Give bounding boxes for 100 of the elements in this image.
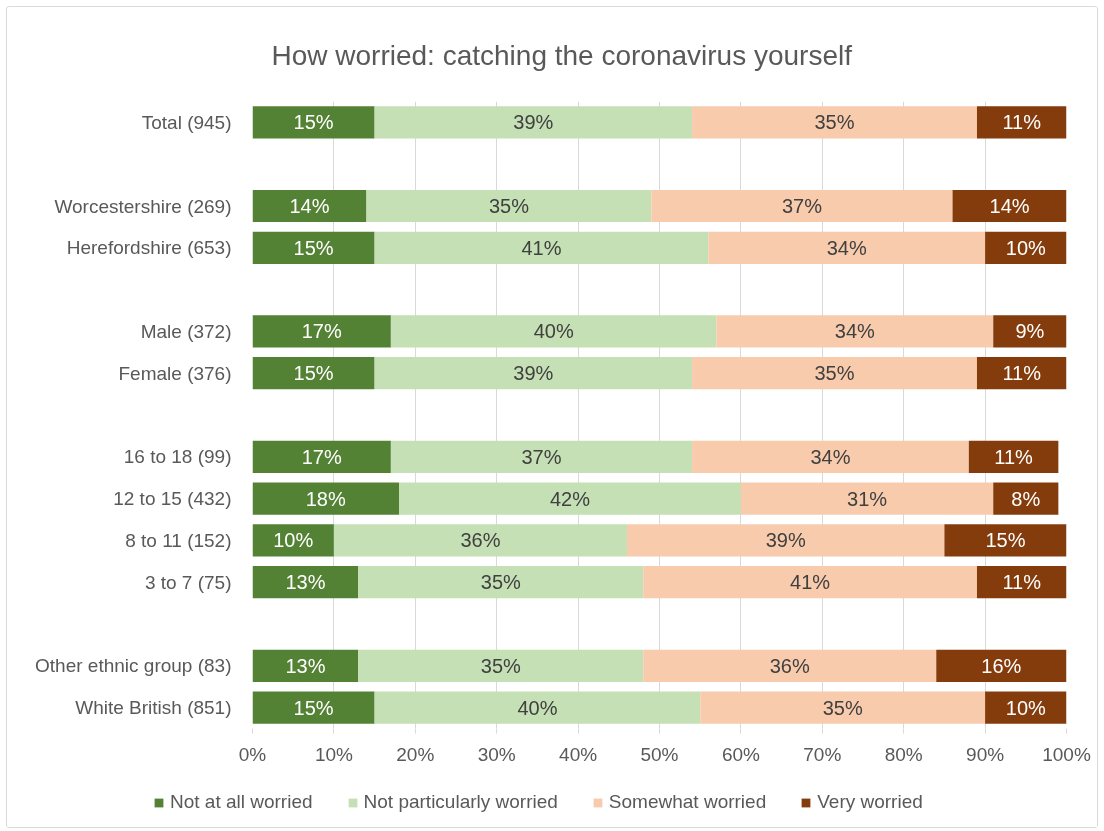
bar <box>390 315 717 348</box>
data-label: 17% <box>301 445 342 468</box>
data-label: 37% <box>781 195 823 217</box>
bar <box>374 231 709 264</box>
data-label: 35% <box>814 362 855 385</box>
data-label: 35% <box>822 696 863 719</box>
y-tick-label: 16 to 18 (99) <box>123 446 232 468</box>
data-label: 13% <box>285 654 326 677</box>
data-label: 34% <box>826 236 867 259</box>
x-tick-label: 70% <box>803 743 842 765</box>
data-label: 17% <box>301 320 342 343</box>
x-tick-label: 100% <box>1042 743 1091 765</box>
bar <box>252 231 375 264</box>
y-tick-label: Other ethnic group (83) <box>35 655 232 677</box>
legend-label: Very worried <box>817 791 923 813</box>
legend-label: Not at all worried <box>170 791 313 813</box>
bar <box>692 357 977 390</box>
bar <box>976 566 1067 599</box>
data-label: 35% <box>480 654 521 677</box>
data-label: 34% <box>810 445 851 468</box>
bar <box>252 566 359 599</box>
bar <box>252 440 391 473</box>
bar <box>333 524 627 557</box>
x-tick-label: 60% <box>721 743 761 765</box>
data-label: 8% <box>1011 487 1041 510</box>
y-tick-label: Male (372) <box>140 320 232 342</box>
bar <box>374 357 693 390</box>
legend-label: Not particularly worried <box>363 791 558 813</box>
x-tick-label: 80% <box>884 743 923 765</box>
bar <box>740 482 994 515</box>
data-label: 34% <box>834 320 876 343</box>
data-label: 31% <box>847 487 888 510</box>
bar <box>252 482 400 515</box>
bar <box>944 524 1067 557</box>
data-label: 14% <box>989 195 1030 217</box>
data-label: 39% <box>513 111 554 134</box>
bar <box>643 649 937 682</box>
y-tick-label: White British (851) <box>75 697 232 719</box>
data-label: 15% <box>293 111 334 134</box>
data-label: 11% <box>1002 362 1042 385</box>
data-label: 36% <box>769 654 810 677</box>
x-tick-label: 90% <box>966 743 1005 765</box>
bar <box>252 315 391 348</box>
data-label: 14% <box>289 195 330 217</box>
data-label: 35% <box>480 571 521 594</box>
bar <box>358 566 644 599</box>
bar <box>252 357 375 390</box>
data-label: 16% <box>981 654 1022 677</box>
bar <box>700 691 986 724</box>
bar <box>374 106 693 139</box>
data-label: 35% <box>814 111 855 134</box>
bar <box>374 691 701 724</box>
bar <box>399 482 741 515</box>
y-tick-label: Female (376) <box>118 362 232 384</box>
x-tick-label: 30% <box>477 743 516 765</box>
y-tick-label: Herefordshire (653) <box>66 237 232 259</box>
data-label: 10% <box>1005 236 1047 259</box>
bar <box>976 106 1067 139</box>
data-label: 10% <box>1005 696 1047 719</box>
data-label: 15% <box>985 529 1026 552</box>
bar <box>358 649 644 682</box>
data-label: 11% <box>994 445 1034 468</box>
data-label: 35% <box>488 195 530 217</box>
bar <box>252 106 375 139</box>
data-label: 13% <box>285 571 326 594</box>
bar <box>643 566 977 599</box>
x-tick-label: 0% <box>238 743 267 765</box>
data-label: 40% <box>533 320 574 343</box>
x-tick-label: 20% <box>396 743 435 765</box>
legend-label: Somewhat worried <box>608 791 767 813</box>
y-tick-label: 12 to 15 (432) <box>113 488 232 510</box>
data-label: 41% <box>790 571 831 594</box>
data-label: 11% <box>1002 571 1042 594</box>
data-label: 18% <box>305 487 346 510</box>
y-tick-label: 3 to 7 (75) <box>144 571 232 593</box>
bar <box>708 231 986 264</box>
bar <box>366 189 652 223</box>
data-label: 15% <box>293 696 334 719</box>
bar <box>252 189 367 223</box>
y-tick-label: Worcestershire (269) <box>54 195 232 217</box>
data-label: 39% <box>765 529 806 552</box>
data-label: 11% <box>1002 111 1042 134</box>
data-label: 9% <box>1015 320 1045 343</box>
data-label: 39% <box>513 362 554 385</box>
bar <box>692 106 977 139</box>
y-tick-label: Total (945) <box>141 111 232 133</box>
bar <box>976 357 1067 390</box>
bar <box>390 440 693 473</box>
bar <box>716 315 994 348</box>
data-label: 40% <box>517 696 558 719</box>
bar <box>252 649 359 682</box>
bar <box>936 649 1067 682</box>
x-tick-label: 10% <box>314 743 354 765</box>
data-label: 36% <box>460 529 501 552</box>
data-label: 41% <box>521 236 562 259</box>
bar <box>692 440 969 473</box>
bar <box>252 691 375 724</box>
y-tick-label: 8 to 11 (152) <box>125 529 232 551</box>
bar <box>626 524 945 557</box>
bar <box>952 189 1067 223</box>
